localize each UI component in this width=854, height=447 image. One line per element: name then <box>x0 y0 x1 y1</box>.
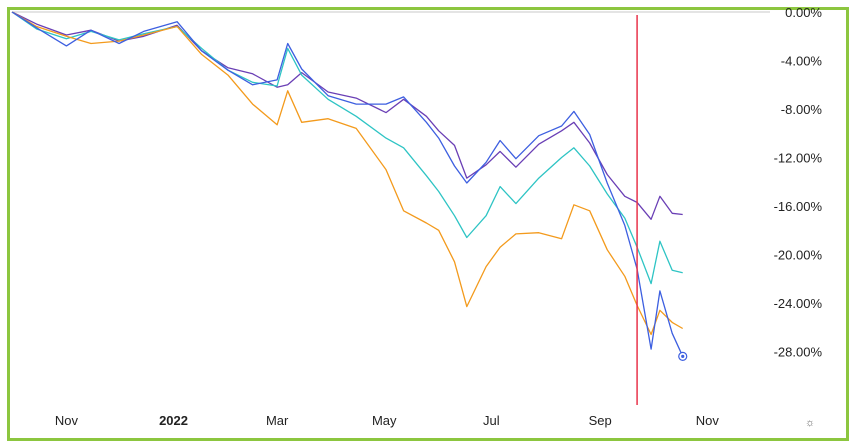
series-layer <box>11 11 684 357</box>
y-tick-label: -24.00% <box>774 296 823 311</box>
y-tick-label: -12.00% <box>774 151 823 166</box>
y-tick-label: -8.00% <box>781 102 823 117</box>
y-tick-label: 0.00% <box>785 5 822 20</box>
marker-layer <box>636 15 688 405</box>
chart-frame <box>7 7 849 441</box>
series-line-3 <box>11 11 684 336</box>
x-tick-label: Nov <box>696 413 720 428</box>
gear-icon[interactable]: ☼ <box>805 417 815 429</box>
series-line-4 <box>11 11 684 357</box>
y-tick-label: -20.00% <box>774 248 823 263</box>
end-point-dot <box>681 354 685 358</box>
y-axis: 0.00% -4.00% -8.00% -12.00% -16.00% -20.00% -2… <box>12 5 822 360</box>
x-tick-label: Sep <box>589 413 612 428</box>
x-tick-label: 2022 <box>159 413 188 428</box>
x-tick-label: Nov <box>55 413 79 428</box>
y-tick-label: -16.00% <box>774 199 823 214</box>
x-tick-label: May <box>372 413 397 428</box>
y-tick-label: -4.00% <box>781 54 823 69</box>
x-tick-label: Jul <box>483 413 500 428</box>
y-tick-label: -28.00% <box>774 345 823 360</box>
x-axis: Nov 2022 Mar May Jul Sep Nov ☼ <box>55 413 815 429</box>
x-tick-label: Mar <box>266 413 289 428</box>
series-line-1 <box>11 11 683 220</box>
series-line-2 <box>11 11 683 285</box>
